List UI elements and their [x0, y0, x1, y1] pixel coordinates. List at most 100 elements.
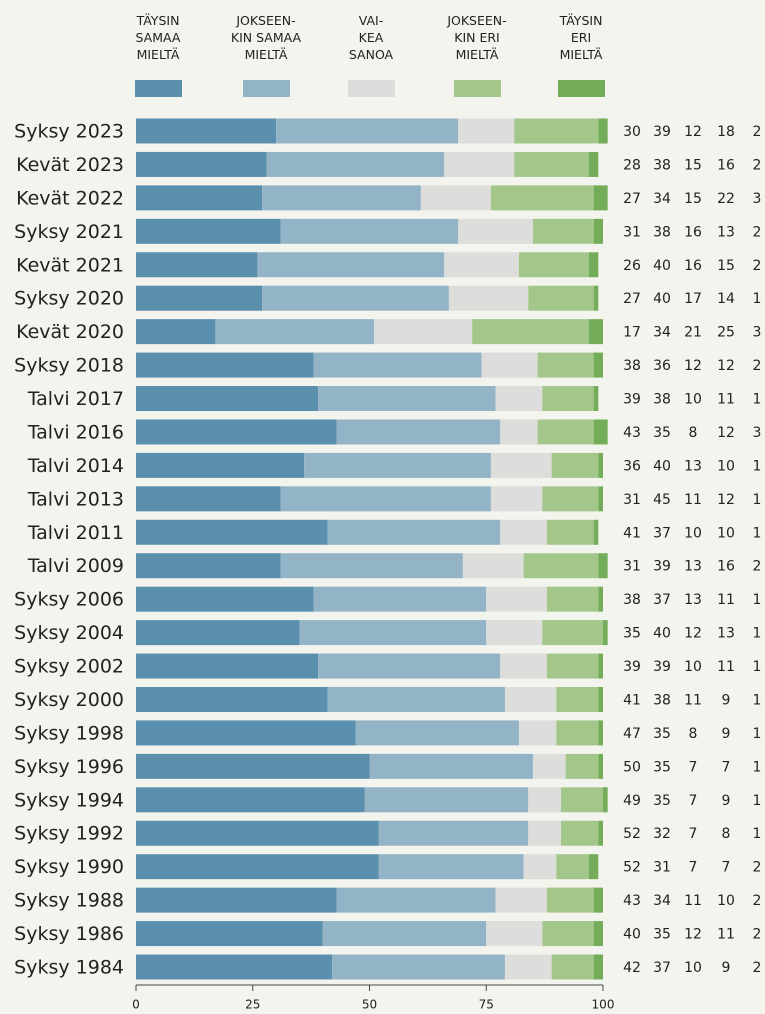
value-label: 12	[717, 358, 735, 374]
legend-label: TÄYSIN SAMAA MIELTÄ	[135, 13, 181, 62]
bar-segment	[542, 921, 594, 947]
value-label: 1	[753, 458, 762, 474]
value-label: 2	[753, 860, 762, 876]
value-label: 3	[753, 425, 762, 441]
value-label: 25	[717, 325, 735, 341]
value-label: 39	[653, 659, 671, 675]
y-tick-label: Syksy 1992	[14, 823, 124, 845]
value-label: 28	[623, 157, 641, 173]
value-label: 16	[717, 559, 735, 575]
value-label: 12	[717, 425, 735, 441]
value-label: 13	[684, 458, 702, 474]
y-tick-label: Talvi 2011	[27, 522, 124, 544]
bar-segment	[336, 887, 496, 913]
value-label: 3	[753, 325, 762, 341]
bar-segment	[136, 151, 267, 177]
bar-segment	[136, 686, 328, 712]
bar-segment	[257, 252, 445, 278]
bar-segment	[598, 553, 608, 579]
y-tick-label: Kevät 2021	[16, 254, 124, 276]
bar-segment	[500, 419, 538, 445]
legend-swatch	[243, 80, 290, 97]
bar-segment	[136, 921, 323, 947]
value-label: 1	[753, 692, 762, 708]
bar-segment	[136, 486, 281, 512]
value-label: 26	[623, 258, 641, 274]
value-label: 31	[623, 224, 641, 240]
value-label: 10	[684, 659, 702, 675]
value-label: 2	[753, 258, 762, 274]
bar-segment	[136, 620, 300, 646]
y-tick-label: Syksy 1996	[14, 756, 124, 778]
value-label: 8	[689, 726, 698, 742]
value-label: 43	[623, 893, 641, 909]
y-tick-label: Talvi 2014	[27, 455, 124, 477]
value-label: 35	[653, 927, 671, 943]
bar-segment	[598, 586, 603, 612]
value-label: 39	[623, 392, 641, 408]
bar-segment	[603, 787, 608, 813]
value-label: 22	[717, 191, 735, 207]
value-label: 36	[623, 458, 641, 474]
legend-swatch	[558, 80, 605, 97]
x-tick-label: 0	[132, 998, 140, 1012]
value-label: 16	[717, 157, 735, 173]
y-tick-label: Syksy 1998	[14, 722, 124, 744]
value-label: 1	[753, 659, 762, 675]
bar-segment	[136, 854, 379, 880]
bar-segment	[136, 753, 370, 779]
bar-segment	[593, 954, 603, 980]
value-label: 36	[653, 358, 671, 374]
bar-segment	[136, 787, 365, 813]
y-tick-label: Syksy 2020	[14, 288, 124, 310]
bar-segment	[332, 954, 505, 980]
x-tick-label: 50	[362, 998, 377, 1012]
value-label: 37	[653, 525, 671, 541]
value-label: 7	[689, 793, 698, 809]
bar-segment	[374, 319, 473, 345]
bar-segment	[546, 519, 594, 545]
bar-segment	[136, 452, 305, 478]
value-label: 35	[653, 425, 671, 441]
bar-segment	[136, 720, 356, 746]
bar-segment	[136, 252, 258, 278]
value-label: 9	[722, 692, 731, 708]
value-label: 9	[722, 793, 731, 809]
bar-segment	[355, 720, 519, 746]
bar-segment	[262, 185, 421, 211]
value-label: 38	[653, 157, 671, 173]
bar-segment	[420, 185, 491, 211]
bar-segment	[136, 386, 319, 412]
value-label: 39	[623, 659, 641, 675]
value-label: 45	[653, 492, 671, 508]
value-label: 12	[684, 626, 702, 642]
value-label: 34	[653, 191, 671, 207]
bar-segment	[588, 252, 599, 278]
legend-swatch	[348, 80, 395, 97]
value-label: 38	[623, 592, 641, 608]
value-label: 38	[653, 692, 671, 708]
bar-segment	[444, 151, 515, 177]
value-label: 8	[722, 826, 731, 842]
value-label: 15	[684, 157, 702, 173]
value-label: 1	[753, 826, 762, 842]
bar-segment	[593, 352, 603, 378]
bar-segment	[486, 586, 547, 612]
bar-segment	[598, 118, 608, 144]
value-label: 13	[684, 592, 702, 608]
bar-segment	[500, 519, 547, 545]
value-label: 52	[623, 860, 641, 876]
bar-segment	[598, 753, 603, 779]
bar-segment	[551, 954, 594, 980]
y-tick-label: Talvi 2016	[27, 421, 124, 443]
bar-segment	[556, 854, 589, 880]
bar-segment	[593, 419, 608, 445]
value-label: 7	[722, 860, 731, 876]
y-tick-label: Syksy 2002	[14, 656, 124, 678]
value-label: 42	[623, 960, 641, 976]
bar-segment	[136, 519, 328, 545]
bar-segment	[542, 386, 594, 412]
y-tick-label: Syksy 1984	[14, 957, 124, 979]
